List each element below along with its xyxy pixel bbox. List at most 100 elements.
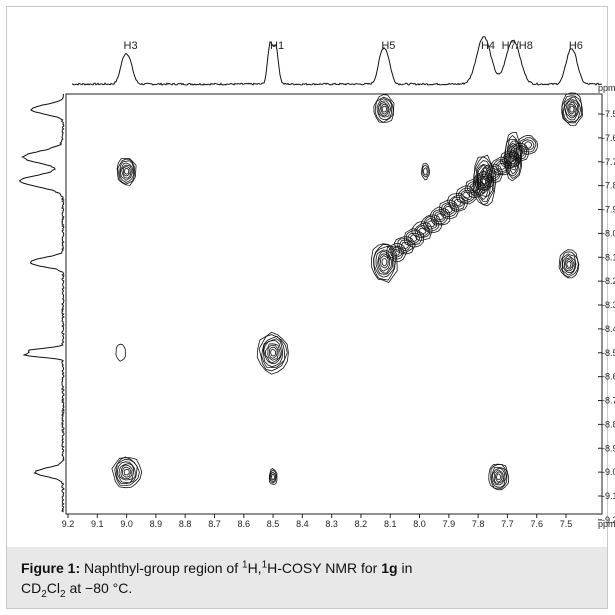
diagonal-peak (561, 92, 583, 127)
cross-peak (565, 258, 573, 270)
diagonal-peak (118, 463, 135, 481)
x-axis-unit: ppm (598, 519, 615, 529)
diagonal-ridge (393, 236, 416, 255)
cross-peak (493, 469, 504, 484)
y-axis: -7.5 -7.6 -7.7 -7.8 -7.9 -8.0 -8.1 -8.2 -8.3 -8.4… (598, 109, 615, 525)
left-projection (18, 93, 65, 513)
x-tick-label: 8.5 (267, 519, 280, 529)
diagonal-ridge (479, 177, 488, 185)
top-projection (71, 36, 603, 86)
diagonal-ridge (414, 223, 431, 238)
diagonal-ridge (403, 228, 425, 248)
diagonal-peak (122, 466, 132, 478)
y-tick-label: -9.2 (602, 515, 615, 525)
cross-peak (377, 100, 392, 118)
diagonal-peak (380, 254, 389, 269)
cross-peak (381, 105, 388, 113)
diagonal-ridge (422, 215, 440, 232)
x-tick-label: 7.8 (472, 519, 485, 529)
diagonal-ridge (444, 205, 454, 214)
x-tick-label: 8.7 (208, 519, 221, 529)
diagonal-peak (569, 105, 575, 113)
cross-peak (494, 471, 503, 483)
cross-peak (380, 103, 389, 115)
diagonal-peak (262, 338, 284, 368)
diagonal-peak (504, 131, 522, 182)
diagonal-ridge (497, 162, 506, 171)
cross-peak (119, 160, 135, 183)
diagonal-peak (256, 331, 289, 375)
diagonal-peak (505, 139, 522, 177)
peak-label: H4 (481, 40, 495, 52)
x-tick-label: 8.8 (179, 519, 192, 529)
peak-label: H1 (270, 40, 284, 52)
diagonal-ridge (499, 150, 521, 169)
cross-peak (423, 167, 428, 176)
diagonal-ridge (399, 239, 412, 252)
cross-peak (270, 471, 276, 483)
figure-frame (6, 6, 608, 609)
diagonal-ridge (431, 209, 449, 225)
diagonal-ridge (523, 141, 533, 149)
diagonal-peak (115, 458, 138, 485)
y-tick-label: -8.4 (602, 324, 615, 334)
cross-peak (376, 98, 393, 120)
y-tick-label: -8.5 (602, 348, 615, 358)
diagonal-peak (373, 245, 395, 278)
cross-peak (271, 473, 276, 481)
plot-frame (65, 93, 603, 515)
left-projection-trace (18, 93, 65, 513)
diagonal-ridge (405, 230, 423, 246)
diagonal-peak (565, 100, 578, 119)
cross-peak (116, 158, 137, 186)
x-tick-label: 9.2 (62, 519, 75, 529)
x-tick-label: 7.9 (443, 519, 456, 529)
cross-peak (268, 468, 278, 485)
diagonal-ridge (489, 170, 497, 178)
x-tick-label: 9.0 (120, 519, 133, 529)
top-projection-trace (71, 36, 603, 86)
x-tick-label: 7.5 (560, 519, 573, 529)
y-axis-unit: ppm (598, 83, 615, 93)
diagonal-ridge (390, 246, 403, 258)
diagonal-peak (123, 468, 130, 476)
diagonal-ridge (392, 248, 400, 257)
diagonal-ridge (456, 185, 477, 205)
diagonal-ridge (460, 189, 473, 202)
peak-labels: H3 H1 H5 H4 H7/H8 H6 (124, 40, 583, 52)
y-tick-label: -9.1 (602, 491, 615, 501)
cross-peak (374, 96, 394, 123)
y-tick-label: -8.0 (602, 228, 615, 238)
y-tick-label: -8.1 (602, 252, 615, 262)
cross-peak (491, 466, 507, 488)
diagonal-ridge (442, 203, 455, 215)
diagonal-ridge (506, 155, 515, 163)
diagonal-ridge (440, 202, 458, 218)
x-tick-label: 9.1 (91, 519, 104, 529)
cross-peak (491, 467, 505, 486)
diagonal-ridge (513, 146, 526, 158)
y-tick-label: -7.6 (602, 133, 615, 143)
diagonal-ridge (385, 243, 408, 263)
cross-peak (117, 158, 136, 185)
diagonal-ridge (486, 168, 500, 180)
diagonal-ridge (503, 153, 517, 165)
cross-peak (379, 101, 390, 117)
peak-label: H3 (124, 40, 138, 52)
cosy-spectrum: H3 H1 H5 H4 H7/H8 H6 9.2 9.1 9.0 8.9 8.8 8.7 8.6 8.5… (18, 36, 615, 529)
x-tick-label: 8.0 (413, 519, 426, 529)
cross-peak (558, 249, 580, 279)
diagonal-ridge (514, 148, 524, 156)
diagonal-ridge (475, 173, 493, 189)
cross-peak (120, 162, 134, 181)
diagonal-ridge (510, 144, 528, 160)
cross-peak (124, 167, 130, 175)
diagonal-ridge (462, 191, 471, 199)
diagonal-ridge (427, 220, 436, 228)
diagonal-ridge (418, 227, 427, 235)
diagonal-peak (268, 346, 278, 359)
x-tick-label: 8.6 (238, 519, 251, 529)
diagonal-ridge (407, 232, 421, 245)
cross-peak (488, 463, 509, 491)
cross-peak (122, 166, 131, 177)
